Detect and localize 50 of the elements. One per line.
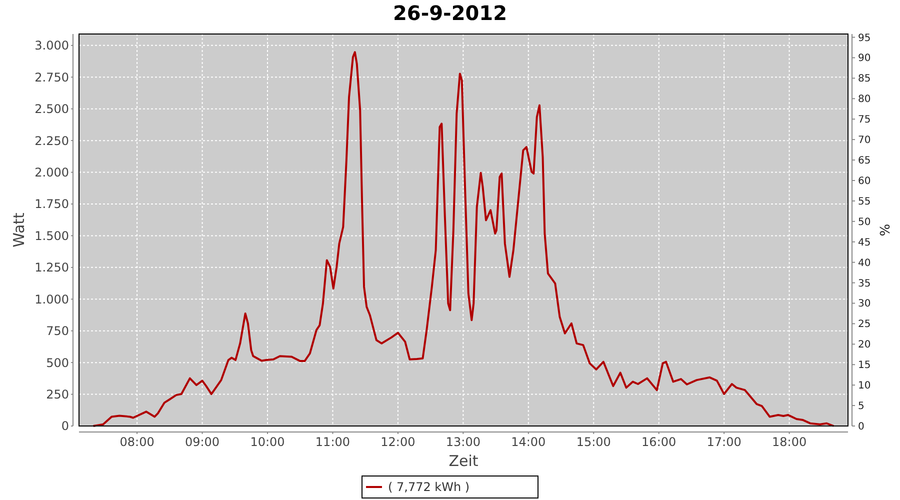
y2-tick-label: 70 <box>858 135 871 146</box>
x-tick-label: 09:00 <box>184 435 220 449</box>
y-tick-label: 2.500 <box>34 102 69 116</box>
y2-tick-label: 75 <box>858 114 871 126</box>
y2-tick-label: 40 <box>858 258 871 269</box>
y2-tick-label: 30 <box>858 298 871 310</box>
y-tick-label: 250 <box>46 387 69 402</box>
x-tick-label: 13:00 <box>446 435 480 449</box>
y2-tick-label: 20 <box>858 340 871 351</box>
y-tick-label: 0 <box>61 419 69 434</box>
y-tick-label: 2.250 <box>34 134 69 148</box>
x-tick-label: 11:00 <box>315 435 350 449</box>
y-tick-label: 1.500 <box>34 228 69 243</box>
y2-tick-label: 90 <box>858 53 871 64</box>
y-tick-label: 1.750 <box>34 197 69 212</box>
y2-tick-label: 55 <box>858 196 871 208</box>
y2-tick-label: 50 <box>858 216 871 228</box>
x-tick-label: 12:00 <box>380 435 416 449</box>
y2-tick-label: 5 <box>858 401 864 412</box>
x-tick-label: 18:00 <box>772 435 807 449</box>
y-tick-label: 2.750 <box>34 70 69 84</box>
x-tick-label: 17:00 <box>706 435 742 449</box>
y-tick-label: 500 <box>46 356 69 370</box>
x-axis-title: Zeit <box>448 452 478 470</box>
y2-tick-label: 65 <box>858 156 871 167</box>
y2-tick-label: 85 <box>858 74 871 85</box>
y-axis-title: Watt <box>10 212 28 248</box>
y2-tick-label: 80 <box>858 94 871 106</box>
chart-title: 26-9-2012 <box>392 1 508 25</box>
y2-tick-label: 60 <box>858 176 871 187</box>
y-tick-label: 1.250 <box>34 260 69 275</box>
x-tick-label: 15:00 <box>576 435 611 449</box>
y-tick-label: 1.000 <box>34 292 69 306</box>
y-tick-label: 750 <box>46 324 69 338</box>
y2-tick-label: 35 <box>858 278 871 290</box>
legend-label: ( 7,772 kWh ) <box>388 480 470 494</box>
x-tick-label: 10:00 <box>250 435 285 449</box>
y2-tick-label: 25 <box>858 319 871 330</box>
y-tick-label: 2.000 <box>34 165 69 180</box>
x-tick-label: 08:00 <box>120 435 154 449</box>
y2-tick-label: 95 <box>858 32 871 44</box>
y-tick-label: 3.000 <box>34 38 69 53</box>
y2-tick-label: 15 <box>858 360 871 372</box>
x-tick-label: 14:00 <box>511 435 546 449</box>
y2-tick-label: 10 <box>858 380 871 392</box>
y2-tick-label: 0 <box>858 422 864 432</box>
y2-tick-label: 45 <box>858 237 871 248</box>
y2-axis-title: % <box>876 224 891 236</box>
line-series <box>92 51 835 427</box>
x-tick-label: 16:00 <box>642 435 676 449</box>
